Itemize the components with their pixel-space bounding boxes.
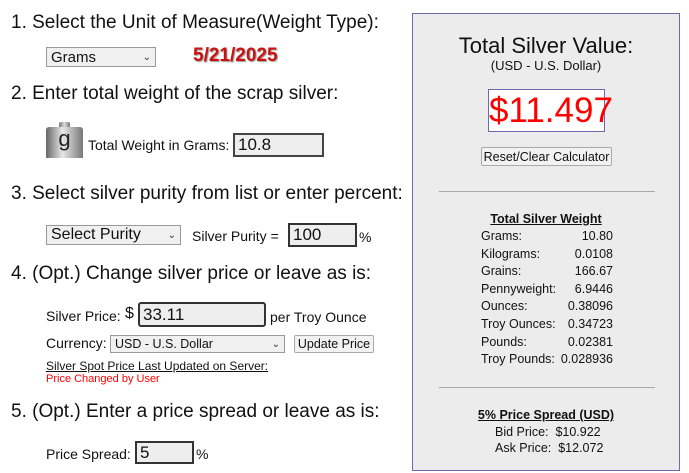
weight-row-label: Ounces: xyxy=(481,299,528,314)
weight-row-label: Troy Pounds: xyxy=(481,352,555,367)
result-currency: (USD - U.S. Dollar) xyxy=(490,58,602,73)
ask-value: $12.072 xyxy=(558,441,604,455)
result-panel: Total Silver Value: (USD - U.S. Dollar) … xyxy=(412,13,680,471)
spot-updated-label: Silver Spot Price Last Updated on Server… xyxy=(46,359,269,373)
weight-row-label: Pounds: xyxy=(481,334,527,349)
weight-row: Grains: 166.67 xyxy=(481,264,613,278)
weight-row: Ounces: 0.38096 xyxy=(481,299,613,313)
purity-label: Silver Purity = xyxy=(192,228,279,244)
ask-label: Ask Price: xyxy=(495,441,552,455)
chevron-down-icon: ⌄ xyxy=(142,51,151,63)
update-price-button[interactable]: Update Price xyxy=(294,335,374,353)
weight-input[interactable]: 10.8 xyxy=(233,133,324,157)
weight-row-value: 0.028936 xyxy=(560,352,613,367)
price-input[interactable]: 33.11 xyxy=(138,302,266,327)
purity-unit: % xyxy=(359,229,372,245)
per-unit-label: per Troy Ounce xyxy=(270,309,367,325)
step2-heading: 2. Enter total weight of the scrap silve… xyxy=(11,83,339,104)
weight-row-label: Grams: xyxy=(481,229,522,243)
step4-heading: 4. (Opt.) Change silver price or leave a… xyxy=(11,263,372,284)
weight-row-value: 0.0108 xyxy=(574,246,613,261)
weight-row: Troy Pounds: 0.028936 xyxy=(481,352,613,366)
weight-row: Pennyweight: 6.9446 xyxy=(481,282,613,296)
unit-select[interactable]: Grams ⌄ xyxy=(46,47,156,67)
weight-label: Total Weight in Grams: xyxy=(88,137,230,153)
bid-label: Bid Price: xyxy=(495,425,549,439)
weight-row-value: 6.9446 xyxy=(574,281,613,296)
price-label: Silver Price: xyxy=(46,308,121,324)
weight-row: Kilograms: 0.0108 xyxy=(481,247,613,261)
currency-value: USD - U.S. Dollar xyxy=(115,337,213,351)
weight-row-value: 0.34723 xyxy=(567,317,613,331)
chevron-down-icon: ⌄ xyxy=(167,229,176,241)
weight-row-label: Grains: xyxy=(481,264,522,279)
step5-heading: 5. (Opt.) Enter a price spread or leave … xyxy=(11,401,380,422)
weight-row-value: 0.38096 xyxy=(567,299,613,314)
unit-value: Grams xyxy=(51,48,96,66)
weight-row-value: 166.67 xyxy=(574,264,613,279)
dollar-sign: $ xyxy=(125,305,134,322)
weight-row-label: Kilograms: xyxy=(481,246,541,261)
spread-title: 5% Price Spread (USD) xyxy=(477,408,615,422)
spot-status: Price Changed by User xyxy=(46,373,160,385)
weight-title: Total Silver Weight xyxy=(490,212,602,226)
spread-input[interactable]: 5 xyxy=(135,441,194,464)
purity-select-value: Select Purity xyxy=(51,226,141,243)
weight-row-label: Troy Ounces: xyxy=(481,317,556,331)
purity-input[interactable]: 100 xyxy=(288,223,357,247)
chevron-down-icon: ⌄ xyxy=(271,338,280,350)
weight-row-value: 0.02381 xyxy=(567,334,613,349)
spread-unit: % xyxy=(196,446,209,462)
total-value: $11.497 xyxy=(488,89,613,132)
step3-heading: 3. Select silver purity from list or ent… xyxy=(11,183,403,204)
date: 5/21/2025 xyxy=(193,45,278,66)
currency-select[interactable]: USD - U.S. Dollar ⌄ xyxy=(110,335,285,353)
spread-label: Price Spread: xyxy=(46,446,131,462)
weight-row: Troy Ounces: 0.34723 xyxy=(481,317,613,331)
ask-row: Ask Price: $12.072 xyxy=(495,441,603,455)
weight-row: Pounds: 0.02381 xyxy=(481,335,613,349)
reset-button[interactable]: Reset/Clear Calculator xyxy=(481,147,612,166)
weight-row-value: 10.80 xyxy=(581,229,613,243)
currency-label: Currency: xyxy=(46,335,107,351)
weight-icon: g xyxy=(46,122,83,158)
divider xyxy=(439,387,655,388)
bid-row: Bid Price: $10.922 xyxy=(495,425,601,439)
step1-heading: 1. Select the Unit of Measure(Weight Typ… xyxy=(11,12,379,33)
result-title: Total Silver Value: xyxy=(458,33,634,58)
weight-row-label: Pennyweight: xyxy=(481,281,557,296)
bid-value: $10.922 xyxy=(555,425,601,439)
weight-row: Grams: 10.80 xyxy=(481,229,613,243)
purity-select[interactable]: Select Purity ⌄ xyxy=(46,225,181,245)
divider xyxy=(439,191,655,192)
